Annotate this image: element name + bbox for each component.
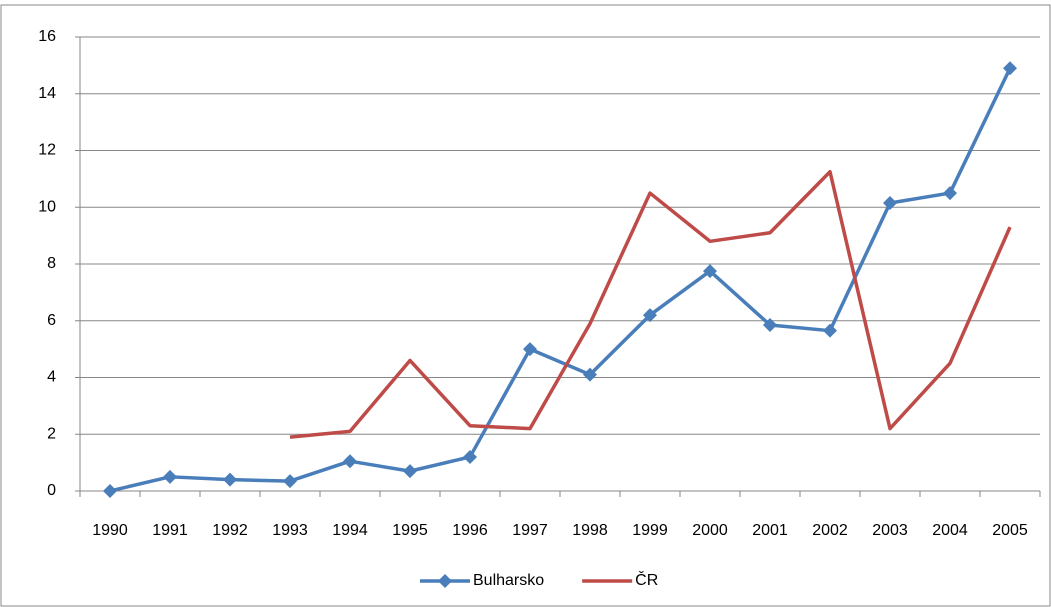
y-tick-label: 0 bbox=[47, 482, 56, 499]
data-point bbox=[703, 264, 717, 279]
data-point bbox=[523, 342, 537, 357]
x-tick-label: 2001 bbox=[752, 522, 788, 539]
y-tick-label: 14 bbox=[38, 85, 56, 102]
data-point bbox=[223, 472, 237, 487]
x-tick-label: 2005 bbox=[992, 522, 1028, 539]
data-point bbox=[583, 367, 597, 382]
data-point bbox=[403, 464, 417, 479]
x-tick-label: 1996 bbox=[452, 522, 488, 539]
y-tick-label: 4 bbox=[47, 369, 56, 386]
legend-label: Bulharsko bbox=[473, 572, 544, 589]
x-tick-label: 2003 bbox=[872, 522, 908, 539]
x-tick-label: 1993 bbox=[272, 522, 308, 539]
x-tick-label: 1997 bbox=[512, 522, 548, 539]
legend-label: ČR bbox=[635, 570, 658, 589]
data-point bbox=[883, 195, 897, 210]
x-tick-label: 1990 bbox=[92, 522, 128, 539]
x-tick-label: 1995 bbox=[392, 522, 428, 539]
series-line bbox=[109, 67, 1012, 493]
data-point bbox=[163, 469, 177, 484]
data-point bbox=[283, 474, 297, 489]
y-tick-label: 2 bbox=[47, 425, 56, 442]
y-tick-label: 16 bbox=[38, 28, 56, 45]
x-tick-label: 1991 bbox=[152, 522, 188, 539]
y-tick-label: 8 bbox=[47, 255, 56, 272]
legend-marker bbox=[438, 574, 452, 588]
data-point bbox=[763, 318, 777, 333]
x-tick-label: 1992 bbox=[212, 522, 248, 539]
x-tick-label: 2000 bbox=[692, 522, 728, 539]
data-point bbox=[463, 449, 477, 464]
x-tick-label: 1994 bbox=[332, 522, 368, 539]
y-tick-label: 6 bbox=[47, 312, 56, 329]
data-point bbox=[343, 454, 357, 469]
y-tick-label: 12 bbox=[38, 142, 56, 159]
x-tick-label: 1999 bbox=[632, 522, 668, 539]
x-tick-label: 1998 bbox=[572, 522, 608, 539]
series-line bbox=[289, 170, 1012, 439]
data-point bbox=[823, 323, 837, 338]
x-tick-label: 2004 bbox=[932, 522, 968, 539]
data-point bbox=[643, 308, 657, 323]
y-tick-label: 10 bbox=[38, 198, 56, 215]
x-tick-label: 2002 bbox=[812, 522, 848, 539]
chart-frame bbox=[0, 4, 1051, 607]
data-point bbox=[1003, 61, 1017, 76]
data-point bbox=[943, 186, 957, 201]
data-point bbox=[103, 484, 117, 498]
